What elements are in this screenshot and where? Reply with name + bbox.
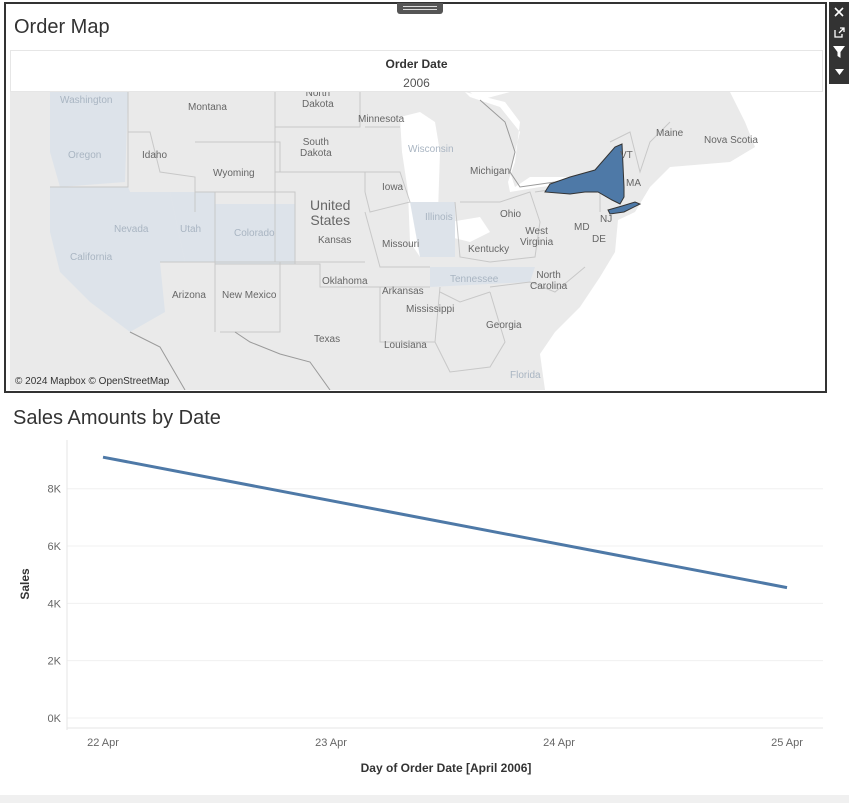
map-label-nj: NJ	[600, 214, 613, 225]
map-label-tennessee: Tennessee	[450, 274, 499, 285]
map-label-colorado: Colorado	[234, 228, 275, 239]
map-label-nova-scotia: Nova Scotia	[704, 135, 758, 146]
y-tick-label: 0K	[48, 713, 62, 725]
x-tick-label: 22 Apr	[87, 737, 119, 749]
map-label-louisiana: Louisiana	[384, 340, 427, 351]
map-label-idaho: Idaho	[142, 150, 168, 161]
map-label-illinois: Illinois	[425, 212, 453, 223]
map-label-wisconsin: Wisconsin	[408, 144, 454, 155]
dropdown-icon[interactable]	[829, 62, 849, 82]
map-label-vermont: VT	[620, 150, 633, 161]
map-label-kentucky: Kentucky	[468, 244, 510, 255]
map-label-washington: Washington	[60, 95, 113, 106]
map-label-montana: Montana	[188, 102, 227, 113]
map-label-united-states: United States	[310, 197, 351, 229]
map-label-wyoming: Wyoming	[213, 168, 255, 179]
map-attribution[interactable]: © 2024 Mapbox © OpenStreetMap	[15, 376, 170, 387]
y-axis-label: Sales	[18, 568, 32, 600]
map-label-oregon: Oregon	[68, 150, 102, 161]
x-axis-label: Day of Order Date [April 2006]	[361, 761, 532, 775]
map-label-north-dakota: North Dakota	[302, 92, 334, 110]
map-label-nevada: Nevada	[114, 224, 149, 235]
map-label-south-dakota: South Dakota	[300, 137, 332, 159]
x-tick-label: 24 Apr	[543, 737, 575, 749]
y-tick-label: 8K	[48, 484, 62, 496]
map-label-new-mexico: New Mexico	[222, 290, 277, 301]
map-label-georgia: Georgia	[486, 320, 522, 331]
dashboard-bottom-bar	[0, 795, 849, 803]
map-label-west-virginia: West Virginia	[520, 226, 554, 248]
x-tick-label: 25 Apr	[771, 737, 803, 749]
map-canvas[interactable]: Washington Montana North Dakota Minnesot…	[10, 92, 823, 390]
map-label-minnesota: Minnesota	[358, 114, 405, 125]
order-map-worksheet[interactable]: Order Map Order Date 2006	[4, 2, 827, 393]
sheet-toolbar	[829, 2, 849, 84]
map-label-arizona: Arizona	[172, 290, 206, 301]
x-tick-label: 23 Apr	[315, 737, 347, 749]
map-label-massachusetts: MA	[626, 178, 641, 189]
map-label-de: DE	[592, 234, 606, 245]
order-date-header-value: 2006	[403, 76, 430, 90]
sales-series-line[interactable]	[102, 455, 788, 590]
sales-line-chart[interactable]: 0K 2K 4K 6K 8K 22 Apr 23 Apr 24 Apr 25 Apr Sale…	[0, 430, 849, 790]
order-date-header-label: Order Date	[385, 57, 448, 71]
chart-title: Sales Amounts by Date	[13, 407, 221, 429]
map-label-arkansas: Arkansas	[382, 286, 424, 297]
map-basemap	[10, 92, 823, 390]
map-label-michigan: Michigan	[470, 166, 511, 177]
filter-icon[interactable]	[829, 42, 849, 62]
drag-handle[interactable]	[397, 3, 443, 14]
y-tick-labels: 0K 2K 4K 6K 8K	[48, 484, 62, 725]
map-label-texas: Texas	[314, 334, 341, 345]
y-tick-label: 6K	[48, 541, 62, 553]
map-label-florida: Florida	[510, 370, 541, 381]
map-title: Order Map	[14, 16, 110, 38]
y-tick-label: 4K	[48, 598, 62, 610]
map-label-mississippi: Mississippi	[406, 304, 455, 315]
map-label-kansas: Kansas	[318, 235, 352, 246]
map-label-california: California	[70, 252, 113, 263]
close-icon[interactable]	[829, 2, 849, 22]
map-label-md: MD	[574, 222, 590, 233]
x-tick-labels: 22 Apr 23 Apr 24 Apr 25 Apr	[87, 737, 803, 749]
map-label-iowa: Iowa	[382, 182, 404, 193]
map-label-north-carolina: North Carolina	[530, 270, 568, 292]
map-label-maine: Maine	[656, 128, 684, 139]
map-label-oklahoma: Oklahoma	[322, 276, 368, 287]
chart-gridlines	[67, 488, 823, 719]
map-label-ohio: Ohio	[500, 209, 522, 220]
popout-icon[interactable]	[829, 22, 849, 42]
map-label-utah: Utah	[180, 224, 202, 235]
order-date-header: Order Date 2006	[10, 50, 823, 92]
y-tick-label: 2K	[48, 656, 62, 668]
map-label-missouri: Missouri	[382, 239, 420, 250]
